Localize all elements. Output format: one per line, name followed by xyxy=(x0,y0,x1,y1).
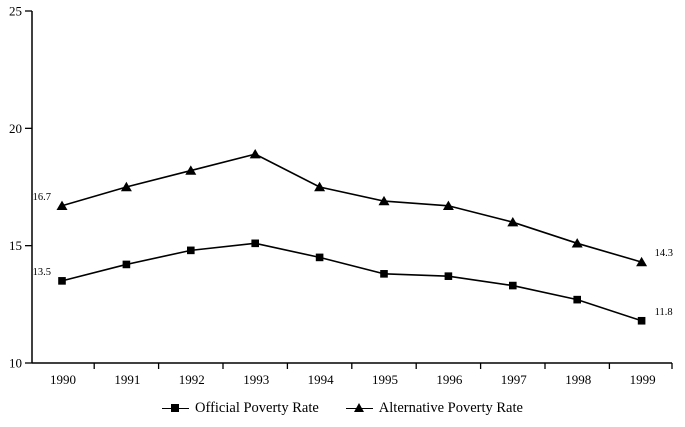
x-tick-label: 1994 xyxy=(308,372,335,387)
y-tick-label: 10 xyxy=(9,356,22,371)
triangle-marker xyxy=(571,238,583,248)
legend-item-alternative: Alternative Poverty Rate xyxy=(345,399,523,417)
square-marker xyxy=(315,253,324,262)
point-label: 14.3 xyxy=(655,248,673,259)
x-tick-label: 1999 xyxy=(630,372,656,387)
triangle-marker xyxy=(314,181,326,192)
triangle-marker xyxy=(249,148,261,159)
x-tick-label: 1996 xyxy=(436,372,463,387)
x-tick-label: 1998 xyxy=(565,372,591,387)
x-tick-label: 1990 xyxy=(50,372,76,387)
x-tick-label: 1991 xyxy=(114,372,140,387)
square-marker xyxy=(380,270,388,278)
triangle-marker xyxy=(56,200,68,210)
triangle-marker xyxy=(507,217,519,227)
x-tick-label: 1995 xyxy=(372,372,398,387)
point-label: 16.7 xyxy=(33,192,51,203)
square-marker xyxy=(573,295,581,304)
point-label: 11.8 xyxy=(655,307,673,318)
square-marker xyxy=(122,260,131,269)
square-marker xyxy=(637,316,646,325)
square-marker xyxy=(444,272,453,280)
y-tick-label: 25 xyxy=(9,4,22,19)
point-label: 13.5 xyxy=(33,267,51,278)
y-tick-label: 15 xyxy=(9,238,22,253)
plot-area: 10 15 20 25 1990 1991 1992 1993 1994 1995 1996 1997… xyxy=(9,4,673,388)
official-poverty-rate-line xyxy=(61,242,642,322)
square-marker xyxy=(58,277,66,285)
legend-label-official: Official Poverty Rate xyxy=(195,400,319,416)
square-marker-icon xyxy=(171,404,180,412)
alternative-legend-key xyxy=(345,403,373,414)
triangle-marker xyxy=(120,181,132,192)
triangle-marker xyxy=(636,256,648,267)
legend-item-official: Official Poverty Rate xyxy=(162,399,319,417)
square-marker xyxy=(509,281,517,290)
official-legend-key xyxy=(162,403,190,414)
triangle-marker xyxy=(378,195,390,206)
x-tick-label: 1997 xyxy=(501,372,528,387)
triangle-marker xyxy=(185,165,197,175)
x-tick-label: 1992 xyxy=(179,372,205,387)
y-tick-label: 20 xyxy=(9,121,22,136)
chart-legend: Official Poverty Rate Alternative Povert… xyxy=(0,399,685,417)
square-marker xyxy=(187,246,195,255)
triangle-marker-icon xyxy=(353,403,364,412)
x-tick-label: 1993 xyxy=(243,372,269,387)
legend-label-alternative: Alternative Poverty Rate xyxy=(378,400,523,416)
alternative-poverty-rate-line xyxy=(61,153,642,263)
square-marker xyxy=(251,239,259,248)
triangle-marker xyxy=(442,200,454,210)
